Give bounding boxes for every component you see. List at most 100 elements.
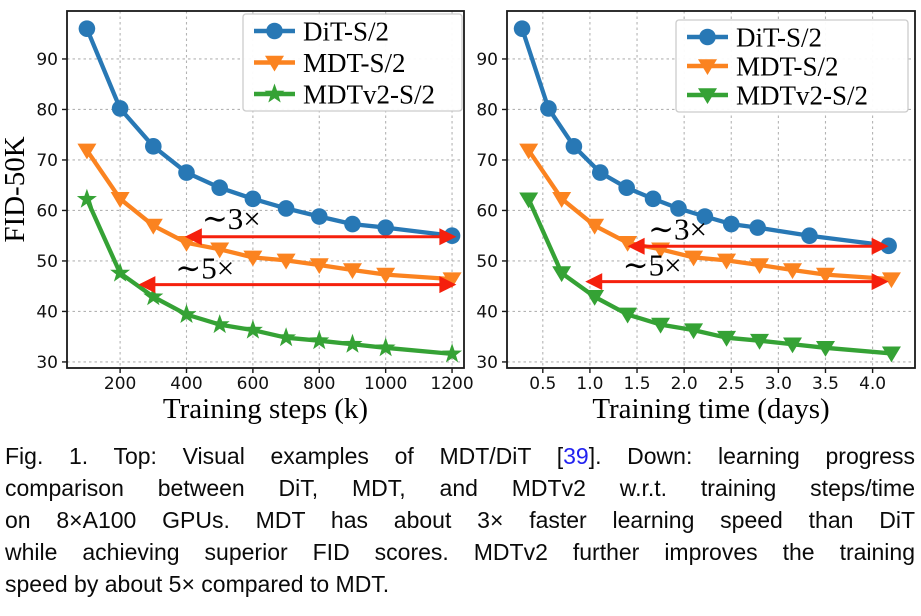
y-axis-label: FID-50K xyxy=(0,136,31,242)
svg-text:1200: 1200 xyxy=(430,374,473,394)
data-point-mdtv2-s-2 xyxy=(684,323,704,340)
data-point-dit-s-2 xyxy=(277,200,295,217)
charts-canvas: ∼3×∼5×200 400 600 800 1000 120030405060708090… xyxy=(0,10,916,425)
data-point-dit-s-2 xyxy=(880,237,897,255)
data-point-mdtv2-s-2 xyxy=(276,327,297,347)
data-point-mdtv2-s-2 xyxy=(750,333,770,350)
legend-label-mdt-s-2: MDT-S/2 xyxy=(736,52,839,82)
caption-text: Fig. 1. Top: Visual examples of MDT/DiT … xyxy=(5,443,564,469)
data-point-mdtv2-s-2 xyxy=(76,188,97,208)
data-point-mdt-s-2 xyxy=(717,253,737,270)
data-point-mdt-s-2 xyxy=(684,250,704,267)
svg-text:90: 90 xyxy=(36,50,58,70)
legend-entry-mdt-s-2: MDT-S/2 xyxy=(687,52,839,82)
legend-box xyxy=(242,13,463,112)
legend-marker-mdtv2-s-2 xyxy=(264,83,285,103)
series-mdtv2-s-2 xyxy=(76,188,462,363)
right-chart: ∼3×∼5× 0.5 1.0 1.5 2.0 2.5 3.0 3.5 4.0 30 40 50 60 70… xyxy=(476,10,916,425)
left-chart: ∼3× ∼5× 200 400 600 800 1000 1200 30 40 50 60 70 80 90… xyxy=(0,10,474,425)
speedup-annotation-1: ∼3× xyxy=(648,212,707,247)
series-mdt-s-2 xyxy=(519,143,901,289)
plot-frame xyxy=(506,10,916,369)
data-point-mdt-s-2 xyxy=(750,258,770,274)
legend-entry-mdt-s-2: MDT-S/2 xyxy=(254,48,406,78)
caption-text: comparison between DiT, MDT, and MDTv2 w… xyxy=(5,475,915,501)
figure-caption: Fig. 1. Top: Visual examples of MDT/DiT … xyxy=(0,440,921,600)
data-point-mdtv2-s-2 xyxy=(519,192,539,209)
data-point-dit-s-2 xyxy=(540,100,557,117)
citation-link[interactable]: 39 xyxy=(563,443,589,469)
data-point-dit-s-2 xyxy=(670,200,687,217)
legend-marker-dit-s-2 xyxy=(266,22,283,40)
caption-line-4: while achieving superior FID scores. MDT… xyxy=(5,536,915,568)
data-point-mdt-s-2 xyxy=(519,143,539,160)
series-line-mdt-s-2 xyxy=(84,148,455,282)
data-point-mdtv2-s-2 xyxy=(143,286,164,306)
svg-text:60: 60 xyxy=(476,201,498,221)
svg-text:1.5: 1.5 xyxy=(624,374,651,394)
tick-labels: 200 400 600 800 1000 1200 30 40 50 60 70 80 90 xyxy=(36,50,473,394)
data-point-mdtv2-s-2 xyxy=(242,319,263,339)
data-point-mdt-s-2 xyxy=(143,218,163,235)
svg-text:70: 70 xyxy=(36,151,58,171)
data-point-mdt-s-2 xyxy=(110,192,130,208)
svg-text:40: 40 xyxy=(36,302,58,322)
series-mdt-s-2 xyxy=(77,143,462,289)
data-point-mdtv2-s-2 xyxy=(585,290,605,306)
data-point-mdtv2-s-2 xyxy=(110,262,131,282)
plot-frame xyxy=(66,10,465,369)
svg-text:1000: 1000 xyxy=(364,374,407,394)
tick-marks xyxy=(502,58,874,373)
speedup-arrow-1 xyxy=(627,237,889,255)
data-point-dit-s-2 xyxy=(513,20,531,37)
svg-text:90: 90 xyxy=(476,50,498,70)
speedup-arrow-2 xyxy=(138,276,457,294)
svg-text:30: 30 xyxy=(36,353,58,373)
svg-text:80: 80 xyxy=(36,100,58,120)
caption-text: ]. Down: learning progress xyxy=(588,443,916,469)
data-point-mdt-s-2 xyxy=(552,192,572,208)
x-axis-label: Training time (days) xyxy=(592,393,829,425)
data-point-mdtv2-s-2 xyxy=(881,346,901,363)
svg-text:50: 50 xyxy=(476,252,498,272)
data-point-mdt-s-2 xyxy=(243,250,263,267)
caption-line-2: comparison between DiT, MDT, and MDTv2 w… xyxy=(5,472,915,504)
svg-text:3.0: 3.0 xyxy=(765,374,792,394)
tick-labels: 0.5 1.0 1.5 2.0 2.5 3.0 3.5 4.0 30 40 50 60 70 80 90 xyxy=(476,50,886,394)
svg-text:80: 80 xyxy=(476,100,498,120)
data-point-mdt-s-2 xyxy=(376,267,396,284)
data-point-mdt-s-2 xyxy=(585,218,605,235)
data-point-mdtv2-s-2 xyxy=(815,341,835,357)
arrowhead-left xyxy=(627,237,645,255)
data-point-dit-s-2 xyxy=(696,208,714,225)
data-point-dit-s-2 xyxy=(244,190,262,208)
legend-label-mdtv2-s-2: MDTv2-S/2 xyxy=(303,80,435,110)
x-axis-label: Training steps (k) xyxy=(163,393,368,425)
data-point-mdtv2-s-2 xyxy=(442,343,462,363)
caption-line-3: on 8×A100 GPUs. MDT has about 3× faster … xyxy=(5,504,915,536)
svg-text:30: 30 xyxy=(476,353,498,373)
legend-marker-mdt-s-2 xyxy=(265,55,284,72)
caption-text: speed by about 5× compared to MDT. xyxy=(5,571,390,597)
data-point-mdt-s-2 xyxy=(783,263,803,280)
data-point-mdtv2-s-2 xyxy=(618,307,638,324)
arrowhead-left xyxy=(138,276,156,294)
svg-text:200: 200 xyxy=(104,374,136,394)
data-point-mdt-s-2 xyxy=(77,143,97,160)
series-dit-s-2 xyxy=(513,20,897,255)
data-point-dit-s-2 xyxy=(591,164,609,181)
speedup-annotation-2: ∼5× xyxy=(623,247,682,282)
data-point-dit-s-2 xyxy=(749,219,766,236)
svg-text:400: 400 xyxy=(170,374,202,394)
speedup-annotation-2: ∼5× xyxy=(175,251,234,286)
legend-entry-dit-s-2: DiT-S/2 xyxy=(687,23,822,53)
series-mdtv2-s-2 xyxy=(519,192,901,363)
svg-text:3.5: 3.5 xyxy=(812,374,839,394)
svg-text:0.5: 0.5 xyxy=(529,374,556,394)
arrowhead-right xyxy=(871,237,889,255)
legend-marker-mdtv2-s-2 xyxy=(698,88,717,104)
arrowhead-right xyxy=(871,273,889,291)
data-point-mdt-s-2 xyxy=(618,235,638,252)
